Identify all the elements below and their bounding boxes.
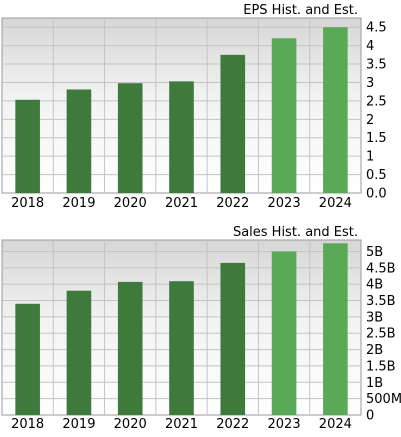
eps-ytick-label: 4 bbox=[366, 39, 374, 54]
sales-ytick-label: 1B bbox=[366, 376, 383, 391]
eps-ytick-label: 1.5 bbox=[366, 131, 387, 146]
eps-ytick-label: 0.5 bbox=[366, 168, 387, 183]
eps-bar-2024 bbox=[323, 27, 348, 193]
sales-ytick-label: 5B bbox=[366, 245, 383, 260]
eps-ytick-label: 2 bbox=[366, 113, 374, 128]
sales-xtick-label: 2021 bbox=[165, 417, 198, 432]
eps-bar-2022 bbox=[220, 54, 246, 194]
eps-bar-2023 bbox=[271, 38, 297, 194]
sales-xtick-label: 2024 bbox=[319, 417, 352, 432]
eps-bar-2021 bbox=[169, 81, 194, 193]
eps-xtick-label: 2019 bbox=[62, 196, 95, 211]
eps-xtick-label: 2021 bbox=[165, 196, 198, 211]
sales-ytick-label: 1.5B bbox=[366, 359, 396, 374]
sales-ytick-label: 4.5B bbox=[366, 261, 396, 276]
eps-chart: EPS Hist. and Est. 0.0 0.5 1 1.5 2 2.5 3 3.5 4 4.… bbox=[1, 3, 387, 211]
eps-xtick-label: 2023 bbox=[268, 196, 301, 211]
sales-xtick-label: 2022 bbox=[216, 417, 249, 432]
eps-ytick-label: 1 bbox=[366, 150, 374, 165]
sales-xtick-label: 2020 bbox=[114, 417, 147, 432]
eps-xtick-label: 2022 bbox=[216, 196, 249, 211]
sales-chart-title: Sales Hist. and Est. bbox=[233, 225, 358, 240]
eps-ytick-label: 3 bbox=[366, 76, 374, 91]
eps-bar-2020 bbox=[117, 83, 143, 193]
sales-bar-2018 bbox=[15, 303, 40, 415]
sales-bar-2023 bbox=[271, 251, 297, 415]
sales-ytick-label: 500M bbox=[366, 392, 401, 407]
sales-ytick-label: 3.5B bbox=[366, 294, 396, 309]
eps-bar-2019 bbox=[66, 89, 92, 193]
eps-bar-2018 bbox=[15, 99, 40, 193]
sales-bar-2020 bbox=[117, 281, 143, 415]
eps-ytick-label: 2.5 bbox=[366, 94, 387, 109]
sales-bar-2022 bbox=[220, 262, 246, 415]
sales-ytick-label: 2.5B bbox=[366, 327, 396, 342]
sales-xtick-label: 2019 bbox=[62, 417, 95, 432]
eps-xtick-label: 2024 bbox=[319, 196, 352, 211]
sales-bar-2019 bbox=[66, 290, 92, 415]
eps-ytick-label: 4.5 bbox=[366, 21, 387, 36]
sales-ytick-label: 2B bbox=[366, 343, 383, 358]
sales-bar-2024 bbox=[323, 243, 348, 415]
eps-xtick-label: 2018 bbox=[11, 196, 44, 211]
sales-xtick-label: 2018 bbox=[11, 417, 44, 432]
sales-ytick-label: 0 bbox=[366, 409, 374, 424]
eps-chart-title: EPS Hist. and Est. bbox=[243, 3, 358, 18]
eps-ytick-label: 0.0 bbox=[366, 187, 387, 202]
sales-xtick-label: 2023 bbox=[268, 417, 301, 432]
eps-ytick-label: 3.5 bbox=[366, 58, 387, 73]
sales-ytick-label: 3B bbox=[366, 310, 383, 325]
sales-bar-2021 bbox=[169, 281, 194, 415]
eps-xtick-label: 2020 bbox=[114, 196, 147, 211]
sales-ytick-label: 4B bbox=[366, 278, 383, 293]
